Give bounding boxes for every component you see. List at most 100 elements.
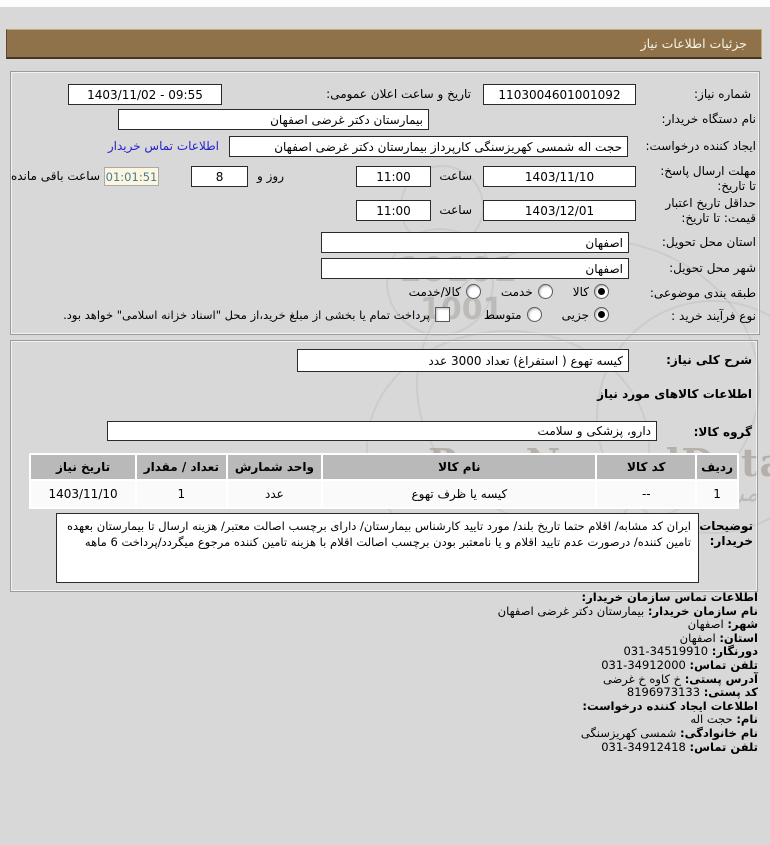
buyer-org-input[interactable]: بیمارستان دکتر غرضی اصفهان: [118, 109, 429, 130]
delivery-city-input[interactable]: اصفهان: [321, 258, 629, 279]
option-service: خدمت: [501, 284, 553, 299]
general-desc-label: شرح کلی نیاز:: [666, 353, 752, 367]
reply-deadline-hour-label: ساعت: [439, 169, 472, 183]
request-creator-input[interactable]: حجت اله شمسی کهریزسنگی کارپرداز بیمارستا…: [229, 136, 628, 157]
org-name-label: نام سازمان خریدار:: [647, 603, 758, 618]
buyer-contact-link[interactable]: اطلاعات تماس خریدار: [107, 139, 219, 153]
top-strip: [0, 0, 770, 7]
treasury-checkbox-label: پرداخت تمام یا بخشی از مبلغ خرید،از محل …: [63, 307, 430, 322]
creator-phone-label: تلفن تماس:: [689, 739, 758, 754]
last-name-value: شمسی کهریزسنگی: [580, 725, 677, 740]
general-desc-input[interactable]: کیسه تهوع ( استفراغ) تعداد 3000 عدد: [297, 349, 629, 372]
price-validity-date: 1403/12/01: [524, 203, 595, 218]
option-medium: متوسط: [484, 307, 542, 322]
reply-deadline-time-input[interactable]: 11:00: [356, 166, 431, 187]
buyer-notes-box[interactable]: ایران کد مشابه/ اقلام حتما تاریخ بلند/ م…: [56, 513, 699, 583]
creator-phone-value: 34912418-031: [601, 739, 686, 754]
col-goods-code: کد کالا: [597, 455, 696, 479]
announce-datetime-label: تاریخ و ساعت اعلان عمومی:: [326, 87, 471, 101]
contact-line: آدرس پستی: خ کاوه خ غرضی: [18, 671, 758, 687]
city-value: اصفهان: [687, 617, 724, 632]
option-minor: جزیی: [562, 307, 609, 322]
org-contact-heading: اطلاعات تماس سازمان خریدار:: [581, 590, 758, 604]
goods-radio-label: کالا: [572, 284, 589, 299]
contact-line: کد پستی: 8196973133: [18, 685, 758, 700]
first-name-label: نام:: [736, 712, 758, 727]
countdown-timer: 01:01:51: [104, 167, 159, 186]
col-unit: واحد شمارش: [227, 455, 322, 479]
phone-label: تلفن تماس:: [689, 657, 758, 672]
medium-radio[interactable]: [526, 307, 542, 322]
treasury-checkbox[interactable]: [434, 307, 450, 322]
items-heading: اطلاعات کالاهای مورد نیاز: [597, 387, 752, 401]
province-value: اصفهان: [679, 630, 716, 645]
goods-service-radio-label: کالا/خدمت: [408, 284, 461, 299]
option-goods-service: کالا/خدمت: [409, 284, 481, 299]
goods-service-radio[interactable]: [465, 284, 481, 299]
goods-group-label: گروه کالا:: [693, 425, 752, 439]
price-validity-date-input[interactable]: 1403/12/01: [483, 200, 636, 221]
contact-line: شهر: اصفهان: [18, 617, 758, 632]
request-info-box: شماره نیاز: 1103004601001092 تاریخ و ساع…: [10, 71, 760, 335]
contact-line: نام خانوادگی: شمسی کهریزسنگی: [18, 725, 758, 741]
address-value: خ کاوه خ غرضی: [602, 671, 682, 686]
need-items-box: شرح کلی نیاز: کیسه تهوع ( استفراغ) تعداد…: [10, 340, 758, 592]
days-and-label: روز و: [257, 169, 284, 183]
postal-code-value: 8196973133: [626, 685, 701, 700]
hours-remaining-label: ساعت باقی مانده: [10, 169, 100, 183]
postal-code-label: کد پستی:: [703, 685, 758, 700]
cell-need-date: 1403/11/10: [31, 481, 136, 507]
price-validity-time: 11:00: [376, 203, 411, 218]
minor-radio[interactable]: [594, 307, 609, 322]
goods-group-input[interactable]: دارو، پزشکی و سلامت: [107, 421, 657, 441]
phone-value: 34912000-031: [601, 657, 686, 672]
delivery-province-input[interactable]: اصفهان: [321, 232, 629, 253]
delivery-province-value: اصفهان: [585, 235, 623, 250]
minor-radio-label: جزیی: [561, 307, 589, 322]
cell-goods-code: --: [597, 481, 696, 507]
service-radio-label: خدمت: [500, 284, 533, 299]
contact-line: دورنگار: 34519910-031: [18, 645, 758, 659]
remaining-days-input[interactable]: 8: [191, 166, 248, 187]
goods-radio[interactable]: [594, 284, 609, 299]
option-goods: کالا: [573, 284, 609, 299]
reply-deadline-time: 11:00: [376, 169, 411, 184]
announce-datetime-value: 09:55 - 1403/11/02: [87, 87, 203, 102]
delivery-province-label: استان محل تحویل:: [661, 235, 756, 249]
purchase-process-label: نوع فرآیند خرید :: [671, 309, 756, 323]
need-number-value: 1103004601001092: [498, 87, 621, 102]
purchase-process-options: جزیی متوسط پرداخت تمام یا بخشی از مبلغ خ…: [49, 307, 609, 322]
contact-line: استان: اصفهان: [18, 630, 758, 646]
price-validity-hour-label: ساعت: [439, 203, 472, 217]
buyer-notes-label: توضیحات خریدار:: [699, 519, 753, 548]
subject-classification-options: کالا خدمت کالا/خدمت: [395, 284, 609, 299]
buyer-notes-value: ایران کد مشابه/ اقلام حتما تاریخ بلند/ م…: [67, 519, 691, 549]
request-creator-label: ایجاد کننده درخواست:: [645, 139, 756, 153]
general-desc-value: کیسه تهوع ( استفراغ) تعداد 3000 عدد: [428, 353, 623, 368]
cell-row-number: 1: [697, 481, 737, 507]
option-treasury: پرداخت تمام یا بخشی از مبلغ خرید،از محل …: [63, 307, 450, 322]
price-validity-label: حداقل تاریخ اعتبار قیمت: تا تاریخ:: [665, 196, 756, 225]
first-name-value: حجت اله: [690, 712, 733, 727]
contact-line: نام سازمان خریدار: بیمارستان دکتر غرضی ا…: [18, 603, 758, 619]
contact-line: تلفن تماس: 34912418-031: [18, 739, 758, 755]
items-table: ردیف کد کالا نام کالا واحد شمارش تعداد /…: [29, 453, 739, 509]
need-number-input[interactable]: 1103004601001092: [483, 84, 636, 105]
service-radio[interactable]: [537, 284, 553, 299]
col-need-date: تاریخ نیاز: [31, 455, 136, 479]
announce-datetime-input[interactable]: 09:55 - 1403/11/02: [68, 84, 222, 105]
contact-line: تلفن تماس: 34912000-031: [18, 657, 758, 673]
countdown-value: 01:01:51: [105, 169, 158, 184]
delivery-city-value: اصفهان: [585, 261, 623, 276]
col-goods-name: نام کالا: [323, 455, 596, 479]
creator-contact-heading: اطلاعات ایجاد کننده درخواست:: [582, 698, 758, 713]
address-label: آدرس پستی:: [684, 671, 758, 686]
reply-deadline-date-input[interactable]: 1403/11/10: [483, 166, 636, 187]
cell-quantity: 1: [137, 481, 226, 507]
request-creator-value: حجت اله شمسی کهریزسنگی کارپرداز بیمارستا…: [274, 139, 622, 154]
fax-label: دورنگار:: [711, 644, 758, 659]
price-validity-time-input[interactable]: 11:00: [356, 200, 431, 221]
city-label: شهر:: [727, 617, 758, 632]
cell-goods-name: کیسه یا ظرف تهوع: [323, 481, 596, 507]
